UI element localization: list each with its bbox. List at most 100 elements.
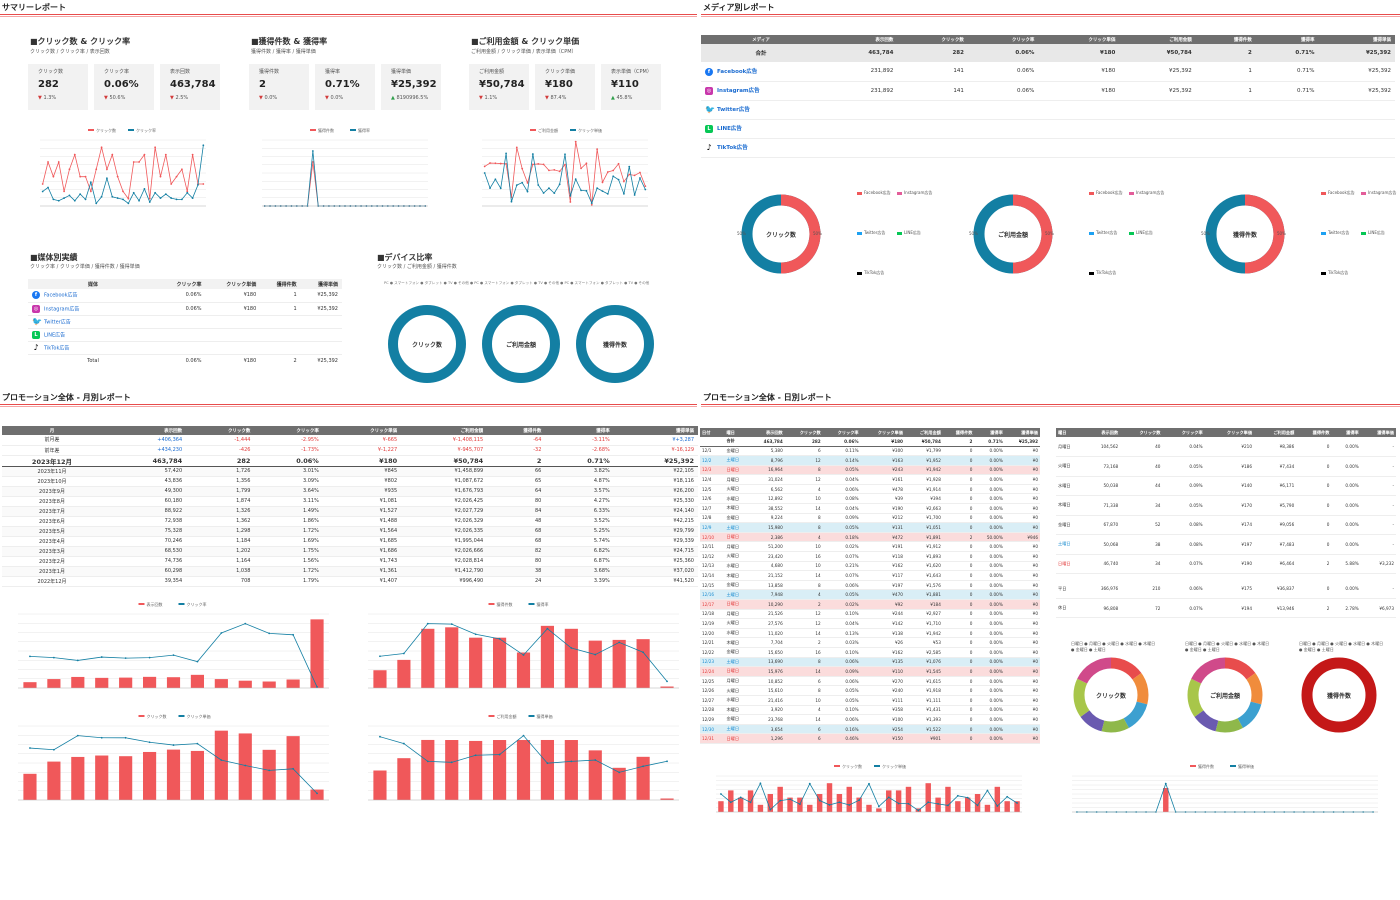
table-row: 12/27 水曜日 21,416 10 0.05% ¥111 ¥1,111 0 0.00% ¥0 (700, 695, 1040, 706)
bar-mark (816, 794, 823, 812)
media-report-table: メディア 表示回数 クリック数 クリック率 クリック単価 ご利用金額 獲得件数 獲得率 獲得単価… (701, 35, 1395, 159)
bar-mark (119, 756, 133, 800)
series-line (264, 161, 426, 207)
table-cell: 15,980 (768, 525, 783, 531)
table-cell: 0 (969, 592, 973, 598)
arrow-down-icon: ▼ (38, 95, 44, 101)
table-cell (968, 138, 1039, 157)
table-cell: 日曜日 (726, 601, 740, 607)
table-cell: 0.08% (845, 496, 859, 502)
table-cell: ¥6,973 (1379, 605, 1394, 611)
table-cell: 1.79% (302, 578, 319, 584)
table-cell: ¥138 (892, 630, 903, 636)
point-mark (29, 747, 31, 749)
table-cell: 2 (1248, 50, 1252, 56)
table-cell: 2023年9月 (39, 488, 65, 495)
table-row: 2023年1月 60,298 1,038 1.72% ¥1,361 ¥1,412,790 3… (2, 566, 698, 576)
table-cell: ¥254 (892, 726, 903, 732)
table-cell: ¥0 (1032, 525, 1038, 531)
table-cell: 12/16 (702, 592, 715, 598)
table-cell: 0.00% (989, 707, 1003, 713)
point-mark (531, 153, 534, 155)
point-mark (84, 175, 87, 178)
table-cell: 12/11 (702, 544, 715, 550)
table-cell: 1,038 (236, 568, 251, 574)
bar-mark (142, 751, 157, 800)
table-cell: ¥0 (1032, 592, 1038, 598)
table-cell: 0 (969, 486, 973, 492)
point-mark (505, 162, 507, 165)
table-cell: 前月差 (44, 437, 60, 444)
point-mark (76, 659, 79, 662)
point-mark (542, 192, 545, 194)
point-mark (106, 168, 108, 171)
table-cell: ¥25,392 (1169, 87, 1192, 94)
donut-pct: 50% (737, 231, 746, 236)
table-cell: 282 (236, 456, 251, 465)
table-cell: ¥2,927 (926, 611, 941, 617)
table-cell (206, 341, 261, 354)
device-donut (482, 305, 560, 383)
bar-mark (955, 801, 961, 812)
table-cell: 0.00% (989, 716, 1003, 722)
donut-legend: 日曜日 ● 月曜日 ● 火曜日 ● 水曜日 ● 木曜日 ● 金曜日 ● 土曜日 (1071, 641, 1156, 652)
donut-slice-instagram (1244, 194, 1285, 274)
point-mark (642, 651, 645, 654)
table-cell: 0.06% (844, 438, 859, 444)
table-cell: 0.00% (989, 620, 1003, 626)
table-cell: 0.00% (1345, 444, 1359, 449)
kpi-change-value: 87.4% (550, 95, 567, 101)
point-mark (1164, 782, 1167, 785)
point-mark (596, 187, 599, 190)
table-cell: 土曜日 (726, 726, 740, 732)
table-cell: -32 (533, 447, 542, 453)
table-cell: 24 (535, 578, 542, 584)
table-cell: ¥161 (892, 477, 903, 483)
table-cell: 4.87% (593, 478, 610, 484)
column-header: 表示回数 (749, 428, 785, 437)
table-cell: 0 (1326, 463, 1330, 469)
table-cell: 木曜日 (1058, 502, 1071, 508)
legend-item: Twitter広告 (853, 230, 885, 236)
legend-swatch (138, 715, 145, 717)
table-cell: 0.05% (845, 467, 859, 473)
kpi-change-value: 45.8% (616, 95, 633, 101)
point-mark (628, 173, 631, 176)
column-header: クリック率 (1162, 428, 1205, 437)
table-cell: ¥180 (1101, 68, 1116, 75)
point-mark (537, 163, 540, 165)
table-cell: ¥0 (1032, 505, 1038, 511)
legend-item: Twitter広告 (1317, 230, 1349, 236)
legend-label: 獲得件数 (318, 127, 334, 133)
table-cell (968, 100, 1039, 119)
table-cell: ¥2,663 (926, 505, 941, 511)
column-header: 月 (2, 426, 102, 435)
table-cell: 1.56% (302, 558, 319, 564)
table-cell: ¥53 (932, 640, 941, 646)
bar-mark (166, 749, 181, 800)
table-cell: 2023年5月 (39, 528, 65, 535)
table-cell: 84 (535, 508, 542, 514)
point-mark (601, 181, 604, 184)
table-cell: -2.68% (592, 447, 610, 453)
table-cell: 0.00% (989, 486, 1003, 492)
table-cell: 463,784 (868, 50, 894, 56)
kpi-card: クリック数 282 ▼ 1.3% (28, 64, 88, 110)
point-mark (759, 782, 762, 785)
kpi-value: 282 (38, 79, 59, 90)
column-header: 獲得率 (1255, 35, 1319, 44)
donut-label: クリック数 (1095, 693, 1126, 700)
current-month-row: 2023年12月 463,784 282 0.06% ¥180 ¥50,784 2 0.71%… (2, 455, 698, 466)
kpi-label: 獲得率 (325, 69, 341, 75)
table-cell: 1,874 (236, 498, 251, 504)
table-cell: 0.00% (989, 630, 1003, 636)
table-cell: ¥2,026,425 (454, 498, 484, 504)
table-cell: 3,920 (770, 707, 783, 713)
kpi-card: ご利用金額 ¥50,784 ▼ 1.1% (469, 64, 529, 110)
table-cell: 0.05% (845, 592, 859, 598)
table-cell: 10 (815, 496, 821, 502)
point-mark (526, 181, 529, 184)
donut-label: ご利用金額 (505, 342, 536, 349)
kpi-card: 表示回数 463,784 ▼ 2.5% (160, 64, 220, 110)
table-cell: 50.00% (986, 534, 1003, 540)
